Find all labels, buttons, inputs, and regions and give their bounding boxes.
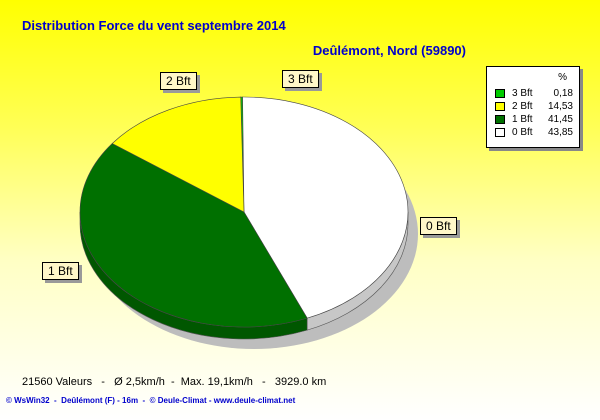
legend-value-1bft: 41,45 [547, 114, 573, 125]
legend-value-3bft: 0,18 [553, 88, 573, 99]
pie-slice-1-bft [79, 143, 308, 328]
slice-label-3bft: 3 Bft [282, 70, 319, 88]
legend-value-2bft: 14,53 [547, 101, 573, 112]
stats-line: 21560 Valeurs - Ø 2,5km/h - Max. 19,1km/… [22, 376, 327, 388]
slice-label-2bft: 2 Bft [160, 72, 197, 90]
footer-credit: © WsWin32 - Deûlémont (F) - 16m - © Deul… [6, 396, 296, 405]
legend-label-0bft: 0 Bft [512, 127, 533, 138]
legend-row-3bft: 3 Bft 0,18 [495, 88, 573, 100]
legend-swatch-0bft [495, 128, 505, 137]
legend-label-1bft: 1 Bft [512, 114, 533, 125]
chart-subtitle: Deûlémont, Nord (59890) [312, 43, 466, 58]
pie-slice-2-bft [111, 96, 245, 213]
pie-slice-0-bft [242, 96, 409, 319]
legend: % 3 Bft 0,18 2 Bft 14,53 1 Bft 41,45 0 B… [486, 66, 580, 148]
legend-label-2bft: 2 Bft [512, 101, 533, 112]
slice-label-1bft: 1 Bft [42, 262, 79, 280]
slice-label-0bft: 0 Bft [420, 217, 457, 235]
legend-label-3bft: 3 Bft [512, 88, 533, 99]
legend-value-0bft: 43,85 [547, 127, 573, 138]
legend-swatch-1bft [495, 115, 505, 124]
legend-percent-header: % [558, 72, 567, 83]
legend-swatch-3bft [495, 89, 505, 98]
legend-row-0bft: 0 Bft 43,85 [495, 127, 573, 139]
legend-row-2bft: 2 Bft 14,53 [495, 101, 573, 113]
legend-swatch-2bft [495, 102, 505, 111]
chart-title: Distribution Force du vent septembre 201… [22, 18, 286, 33]
legend-row-1bft: 1 Bft 41,45 [495, 114, 573, 126]
